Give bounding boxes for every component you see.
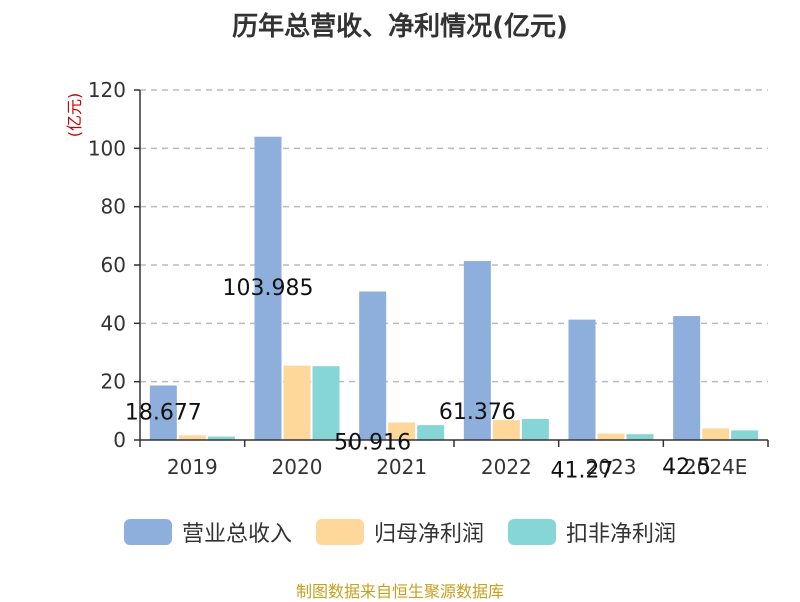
grid-layer: [140, 89, 768, 383]
legend-swatch-3: [508, 519, 556, 545]
x-tick-label-2019: 2019: [167, 455, 218, 479]
y-tick-label-80: 80: [101, 195, 126, 219]
bar-2-2024E: [702, 428, 730, 440]
y-tick-label-20: 20: [101, 370, 126, 394]
x-tick-label-2024E: 2024E: [684, 455, 748, 479]
bars-layer: [149, 136, 759, 440]
y-tick-label-100: 100: [88, 136, 126, 160]
bar-1-2019: [149, 385, 177, 440]
x-tick-label-2022: 2022: [481, 455, 532, 479]
labels-layer: 18.677 103.985 50.916 61.376 41.27 42.5: [125, 276, 711, 484]
chart-title: 历年总营收、净利情况(亿元): [232, 12, 568, 42]
bar-2-2021: [388, 422, 416, 440]
bar-2-2023: [597, 433, 625, 440]
data-label-2023: 41.27: [551, 459, 614, 484]
bar-2-2019: [178, 435, 206, 440]
y-tick-label-40: 40: [101, 311, 126, 335]
legend-item-3[interactable]: 扣非净利润: [508, 516, 676, 548]
x-tick-label-2023: 2023: [586, 455, 637, 479]
bar-3-2023: [626, 434, 654, 440]
bar-1-2020: [254, 136, 282, 440]
bar-3-2022: [521, 419, 549, 440]
x-tick-label-2020: 2020: [272, 455, 323, 479]
data-label-2024E: 42.5: [662, 455, 711, 480]
bar-1-2023: [568, 319, 596, 440]
x-tick-label-2021: 2021: [376, 455, 427, 479]
legend-label-3: 扣非净利润: [566, 522, 677, 547]
bar-3-2024E: [731, 430, 759, 440]
y-tick-label-0: 0: [113, 428, 126, 452]
y-axis-unit: (亿元): [65, 93, 84, 138]
legend-swatch-1: [123, 519, 172, 545]
bar-2-2022: [492, 420, 520, 440]
legend-label-2: 归母净利润: [373, 522, 484, 547]
legend-item-2[interactable]: 归母净利润: [315, 516, 484, 548]
data-label-2021: 50.916: [334, 430, 411, 455]
data-label-2022: 61.376: [439, 400, 516, 425]
bar-1-2021: [359, 291, 387, 440]
legend-swatch-2: [315, 519, 364, 545]
y-tick-label-120: 120: [88, 78, 126, 102]
bar-3-2021: [417, 425, 445, 440]
bar-2-2020: [283, 365, 311, 440]
legend-label-1: 营业总收入: [181, 522, 292, 547]
legend: 营业总收入 归母净利润 扣非净利润: [0, 516, 800, 548]
data-label-2020: 103.985: [223, 276, 314, 301]
axis-layer: 0 20 40 60 80 100 120(亿元) 2019 2020 2021 2022 2023 2…: [65, 78, 769, 479]
source-note: 制图数据来自恒生聚源数据库: [295, 582, 504, 601]
bar-1-2024E: [673, 316, 701, 440]
data-label-2019: 18.677: [125, 401, 202, 426]
bar-1-2022: [463, 260, 491, 440]
bar-3-2020: [312, 366, 340, 440]
y-tick-label-60: 60: [101, 253, 126, 277]
bar-3-2019: [207, 436, 235, 440]
legend-item-1[interactable]: 营业总收入: [123, 516, 292, 548]
